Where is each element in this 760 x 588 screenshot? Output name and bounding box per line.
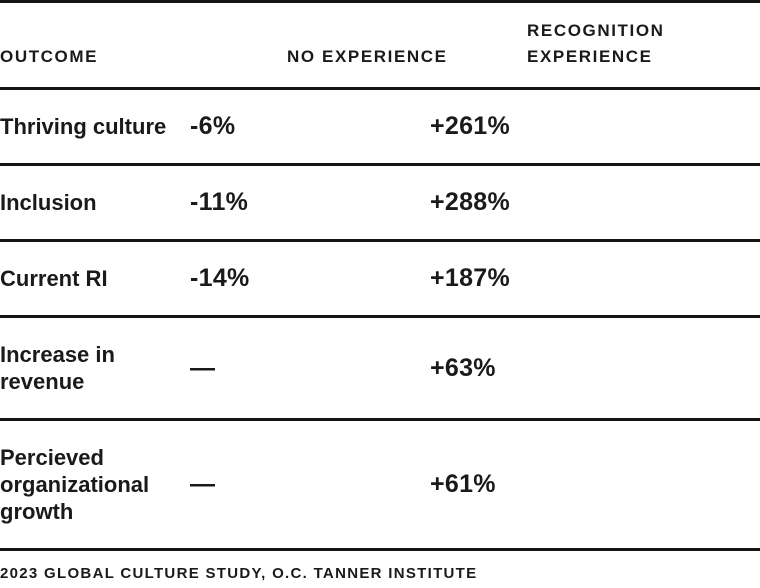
column-header-outcome: OUTCOME <box>0 44 287 70</box>
outcome-label: Current RI <box>0 266 108 291</box>
no-experience-value: -11% <box>190 188 249 216</box>
source-attribution: 2023 GLOBAL CULTURE STUDY, O.C. TANNER I… <box>0 565 478 582</box>
column-header-recognition-experience: RECOGNITION EXPERIENCE <box>527 18 760 70</box>
outcomes-comparison-table: OUTCOME NO EXPERIENCE RECOGNITION EXPERI… <box>0 0 760 551</box>
outcome-label: Percieved organizational growth <box>0 445 150 524</box>
no-experience-value: -6% <box>190 112 236 140</box>
table-row-percieved-organizational-growth: Percieved organizational growth — +61% <box>0 421 760 551</box>
recognition-experience-value: +288% <box>430 188 511 216</box>
recognition-experience-value: +187% <box>430 264 511 292</box>
table-row-thriving-culture: Thriving culture -6% +261% <box>0 90 760 166</box>
outcome-label: Increase in revenue <box>0 342 115 394</box>
recognition-experience-value: +261% <box>430 112 511 140</box>
column-header-no-experience: NO EXPERIENCE <box>287 44 527 70</box>
outcome-label: Thriving culture <box>0 114 167 139</box>
column-header-recognition-experience-label: RECOGNITION EXPERIENCE <box>527 21 665 66</box>
no-experience-value: -14% <box>190 264 250 292</box>
table-row-inclusion: Inclusion -11% +288% <box>0 166 760 242</box>
recognition-experience-value: +61% <box>430 470 496 498</box>
table-header-row: OUTCOME NO EXPERIENCE RECOGNITION EXPERI… <box>0 3 760 90</box>
outcome-label: Inclusion <box>0 190 97 215</box>
recognition-experience-value: +63% <box>430 353 496 382</box>
no-experience-value: — <box>190 353 216 382</box>
column-header-outcome-label: OUTCOME <box>0 47 99 66</box>
no-experience-value: — <box>190 470 216 498</box>
column-header-no-experience-label: NO EXPERIENCE <box>287 47 448 66</box>
table-row-increase-in-revenue: Increase in revenue — +63% <box>0 318 760 421</box>
table-row-current-ri: Current RI -14% +187% <box>0 242 760 318</box>
